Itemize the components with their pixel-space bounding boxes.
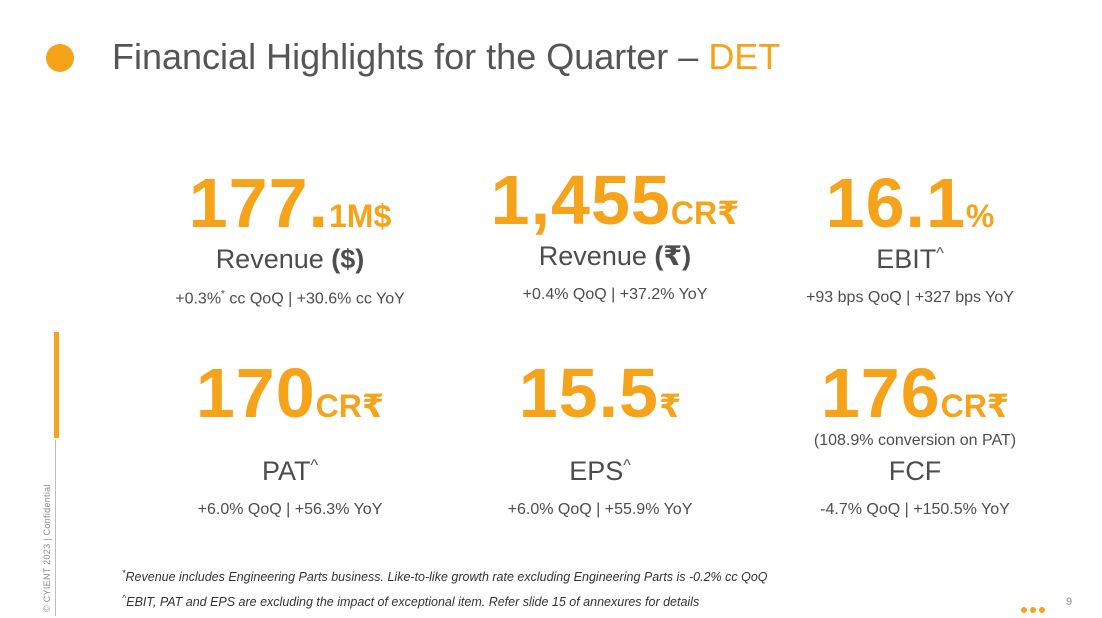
page-title-main: Financial Highlights for the Quarter – xyxy=(112,36,699,77)
metric-label-text: Revenue xyxy=(538,241,647,271)
title-bullet-icon xyxy=(46,44,74,72)
page-title: Financial Highlights for the Quarter – D… xyxy=(112,36,780,78)
metric-fcf: 176CR₹ (108.9% conversion on PAT) FCF -4… xyxy=(780,358,1050,519)
metric-unit: CR₹ xyxy=(315,388,385,424)
metric-unit: % xyxy=(965,198,995,234)
footnote-text: Revenue includes Engineering Parts busin… xyxy=(125,570,768,585)
metric-growth: +6.0% QoQ | +55.9% YoY xyxy=(507,501,693,518)
metric-unit: ₹ xyxy=(658,388,682,424)
metric-number: 176 xyxy=(820,354,941,432)
metric-unit: 1M$ xyxy=(329,198,392,234)
metric-label-suffix: ($) xyxy=(331,244,365,274)
growth-footnote-mark: * xyxy=(221,289,225,300)
metric-revenue-inr: 1,455CR₹ Revenue (₹) +0.4% QoQ | +37.2% … xyxy=(470,165,760,304)
metric-label-text: Revenue xyxy=(215,244,324,274)
metric-eps: 15.5₹ EPS^ +6.0% QoQ | +55.9% YoY xyxy=(470,358,730,519)
page-title-accent: DET xyxy=(708,36,781,77)
copyright-text: © CYIENT 2023 | Confidential xyxy=(42,484,52,612)
metric-growth: +6.0% QoQ | +56.3% YoY xyxy=(197,501,383,518)
metric-conversion-note: (108.9% conversion on PAT) xyxy=(813,432,1017,449)
footnote-text: EBIT, PAT and EPS are excluding the impa… xyxy=(126,595,700,610)
label-footnote-mark: ^ xyxy=(623,457,631,474)
metric-number: 15.5 xyxy=(518,354,659,432)
metric-label: Revenue ($) xyxy=(160,244,420,275)
metric-value: 170CR₹ xyxy=(160,358,420,428)
footnote-mark: * xyxy=(122,568,126,578)
metric-value: 15.5₹ xyxy=(470,358,730,428)
metric-label-text: EBIT xyxy=(876,244,937,274)
metric-revenue-usd: 177.1M$ Revenue ($) +0.3%* cc QoQ | +30.… xyxy=(160,168,420,308)
metric-number: 170 xyxy=(195,354,316,432)
metric-label-suffix: (₹) xyxy=(654,241,692,271)
page-number: 9 xyxy=(1066,596,1073,608)
metric-growth: +0.4% QoQ | +37.2% YoY xyxy=(522,286,708,303)
metric-label: PAT^ xyxy=(160,456,420,487)
metric-label: EPS^ xyxy=(470,456,730,487)
footnote-ebit: ^EBIT, PAT and EPS are excluding the imp… xyxy=(122,593,699,609)
metric-growth: +0.3%* cc QoQ | +30.6% cc YoY xyxy=(160,289,420,308)
metric-ebit: 16.1% EBIT^ +93 bps QoQ | +327 bps YoY xyxy=(780,168,1040,307)
metric-number: 16.1 xyxy=(825,164,966,242)
metric-value: 176CR₹ xyxy=(780,358,1050,428)
side-accent-bar xyxy=(54,332,59,438)
growth-part-b: cc QoQ | +30.6% cc YoY xyxy=(224,290,405,308)
more-dots-icon xyxy=(1021,600,1048,618)
metric-value: 177.1M$ xyxy=(160,168,420,238)
metric-number: 177. xyxy=(188,164,329,242)
side-divider xyxy=(55,440,56,616)
metric-pat: 170CR₹ PAT^ +6.0% QoQ | +56.3% YoY xyxy=(160,358,420,519)
metric-growth: -4.7% QoQ | +150.5% YoY xyxy=(820,501,1010,518)
metric-label: EBIT^ xyxy=(780,244,1040,275)
label-footnote-mark: ^ xyxy=(936,245,944,262)
label-footnote-mark: ^ xyxy=(310,457,319,474)
metric-label: Revenue (₹) xyxy=(470,241,760,272)
metric-value: 16.1% xyxy=(780,168,1040,238)
footnote-revenue: *Revenue includes Engineering Parts busi… xyxy=(122,568,768,584)
footnote-mark: ^ xyxy=(122,593,127,603)
metric-unit: CR₹ xyxy=(670,195,740,231)
metric-label-text: PAT xyxy=(261,456,311,486)
metric-growth: +93 bps QoQ | +327 bps YoY xyxy=(806,289,1014,306)
metric-value: 1,455CR₹ xyxy=(470,165,760,235)
metric-label-text: EPS xyxy=(569,456,624,486)
metric-number: 1,455 xyxy=(490,161,671,239)
growth-part-a: +0.3% xyxy=(175,290,222,308)
metric-unit: CR₹ xyxy=(940,388,1010,424)
metric-label: FCF xyxy=(888,456,942,486)
